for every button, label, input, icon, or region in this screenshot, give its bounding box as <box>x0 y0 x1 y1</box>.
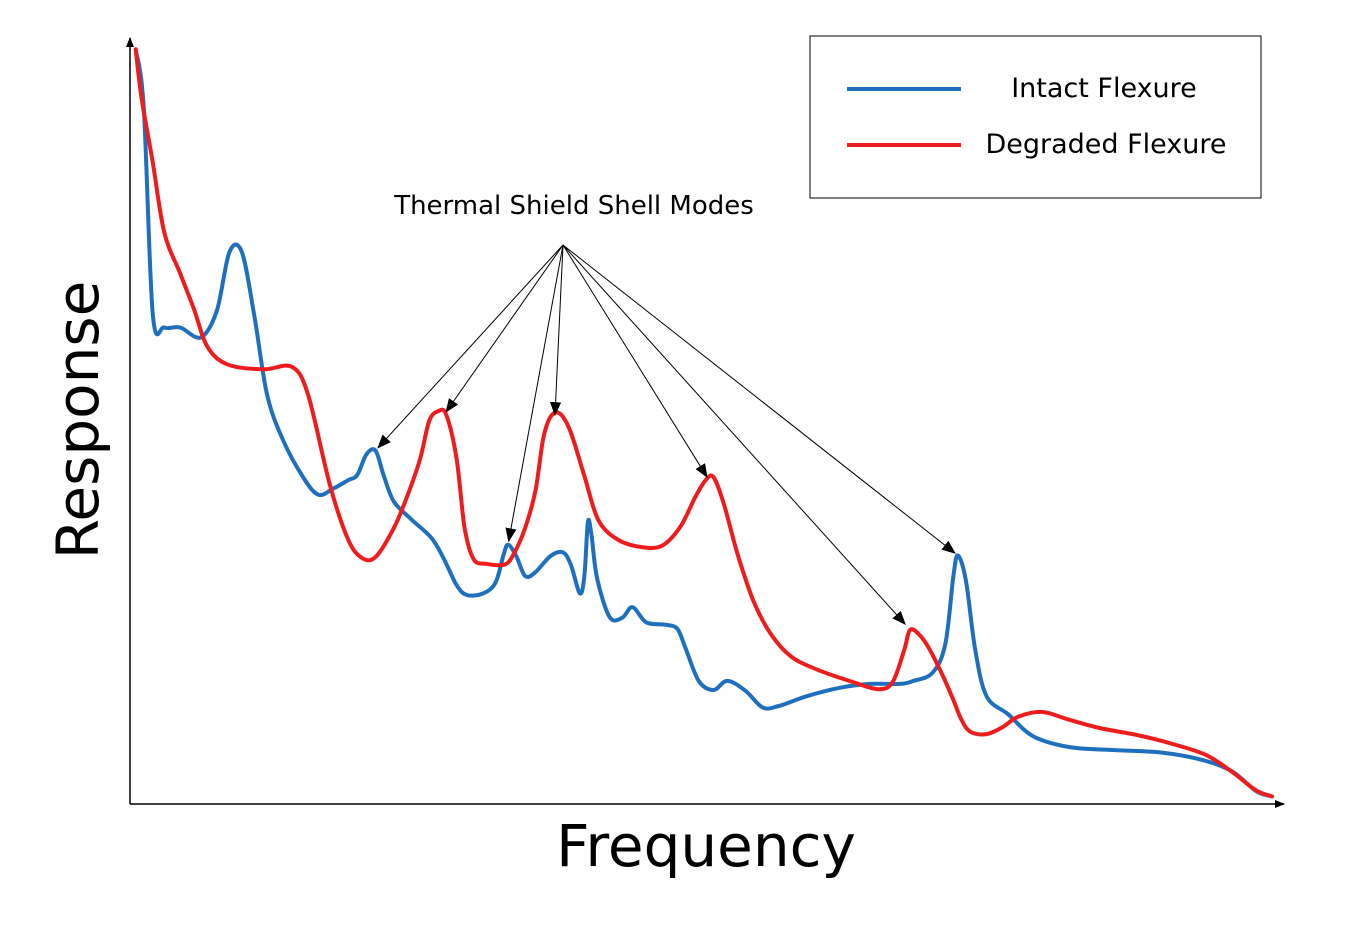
series-layer <box>133 47 1274 799</box>
annotation-arrow-1 <box>377 244 564 449</box>
annotation-arrow-5 <box>562 244 708 478</box>
annotation-layer: Thermal Shield Shell Modes <box>377 191 956 626</box>
legend-label-intact: Intact Flexure <box>1011 73 1197 104</box>
y-axis-title: Response <box>44 281 112 560</box>
series-line-intact-flexure <box>133 47 1274 799</box>
annotation-label: Thermal Shield Shell Modes <box>393 191 754 221</box>
annotation-arrow-4 <box>549 244 564 417</box>
series-line-degraded-flexure <box>133 47 1274 799</box>
annotation-arrow-2 <box>445 244 564 413</box>
annotation-arrow-6 <box>562 244 906 626</box>
x-axis-title: Frequency <box>556 812 856 880</box>
annotation-arrow-7 <box>562 244 956 554</box>
legend: Intact Flexure Degraded Flexure <box>809 35 1262 199</box>
annotation-arrow-3 <box>505 244 564 543</box>
legend-box <box>809 35 1262 199</box>
legend-label-degraded: Degraded Flexure <box>985 129 1226 160</box>
